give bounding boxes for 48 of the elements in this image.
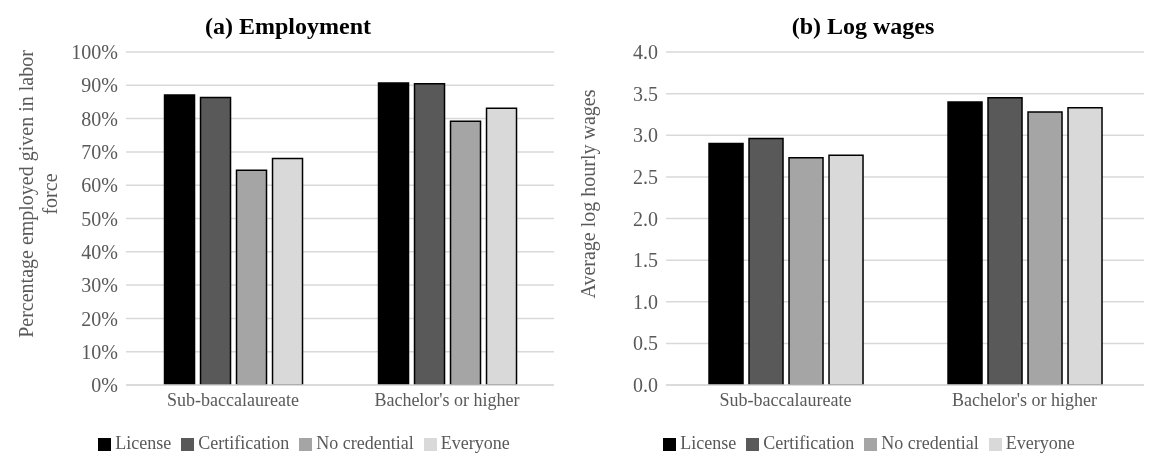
legend-label: License — [680, 433, 737, 453]
legend-label: Certification — [763, 433, 855, 453]
y-tick-label: 0% — [91, 374, 118, 397]
bar — [199, 96, 232, 385]
x-tick-label: Sub-baccalaureate — [167, 389, 299, 410]
x-tick-label: Bachelor's or higher — [951, 389, 1098, 410]
y-axis-title: Percentage employed given in labor force — [14, 49, 62, 340]
legend-label: No credential — [316, 433, 414, 453]
legend-label: Everyone — [1005, 433, 1075, 453]
legend-label: Everyone — [440, 433, 510, 453]
y-tick-label: 20% — [81, 307, 118, 330]
bar — [748, 137, 784, 385]
bar — [1027, 111, 1063, 385]
bar — [788, 156, 824, 385]
y-tick-label: 40% — [81, 240, 118, 263]
bar — [708, 142, 744, 385]
chart-title: (a) Employment — [205, 12, 371, 41]
bar — [947, 101, 983, 385]
bar — [377, 82, 410, 385]
y-tick-label: 2.5 — [633, 165, 658, 188]
legend-label: License — [115, 433, 172, 453]
bar — [235, 169, 268, 385]
y-tick-label: 2.0 — [633, 207, 658, 230]
bar — [163, 94, 196, 385]
y-tick-label: 1.0 — [633, 290, 658, 313]
y-axis-title: Average log hourly wages — [576, 88, 600, 301]
y-tick-label: 1.5 — [633, 249, 658, 272]
legend-label: No credential — [881, 433, 979, 453]
y-tick-label: 80% — [81, 107, 118, 130]
y-tick-label: 100% — [71, 41, 118, 64]
y-tick-label: 60% — [81, 174, 118, 197]
x-tick-label: Sub-baccalaureate — [719, 389, 852, 410]
bar — [987, 97, 1023, 385]
y-tick-label: 0.5 — [633, 332, 658, 355]
y-tick-label: 3.0 — [633, 124, 658, 147]
y-tick-label: 90% — [81, 74, 118, 97]
bar — [449, 120, 482, 385]
y-tick-label: 50% — [81, 207, 118, 230]
chart-title: (b) Log wages — [791, 12, 935, 41]
y-tick-label: 10% — [81, 340, 118, 363]
legend-label: Certification — [198, 433, 290, 453]
y-tick-label: 30% — [81, 274, 118, 297]
y-tick-label: 3.5 — [633, 82, 658, 105]
x-tick-label: Bachelor's or higher — [374, 389, 520, 410]
y-tick-label: 70% — [81, 141, 118, 163]
y-tick-label: 0.0 — [633, 374, 658, 397]
y-tick-label: 4.0 — [633, 41, 658, 64]
bar — [413, 82, 446, 385]
